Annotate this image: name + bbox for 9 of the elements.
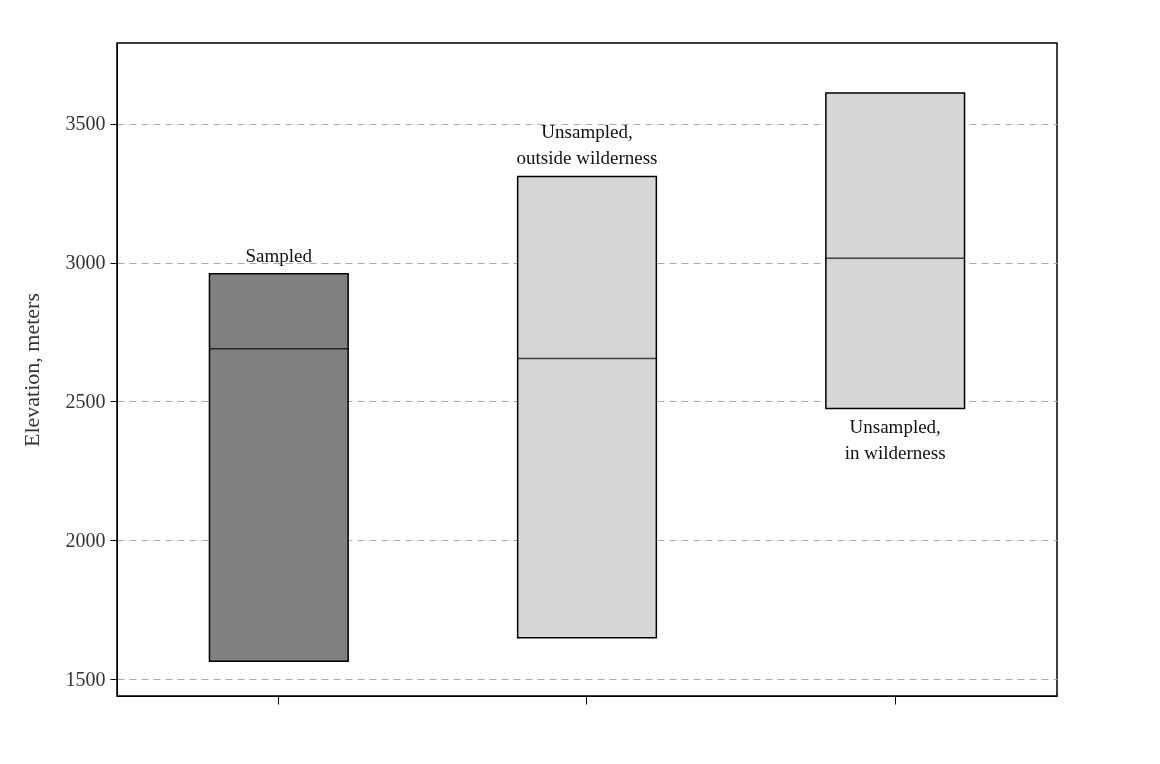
annotation: Unsampled, in wilderness xyxy=(844,416,946,464)
y-tick-label: 1500 xyxy=(65,667,106,690)
y-tick-label: 3000 xyxy=(65,251,106,274)
y-tick-label: 2000 xyxy=(65,528,106,551)
y-tick-label: 2500 xyxy=(65,389,106,412)
annotation: Sampled xyxy=(245,244,313,266)
annotation: Unsampled, outside wilderness xyxy=(516,121,658,169)
y-tick-label: 3500 xyxy=(65,112,106,135)
y-axis-title: Elevation, meters xyxy=(18,293,44,447)
